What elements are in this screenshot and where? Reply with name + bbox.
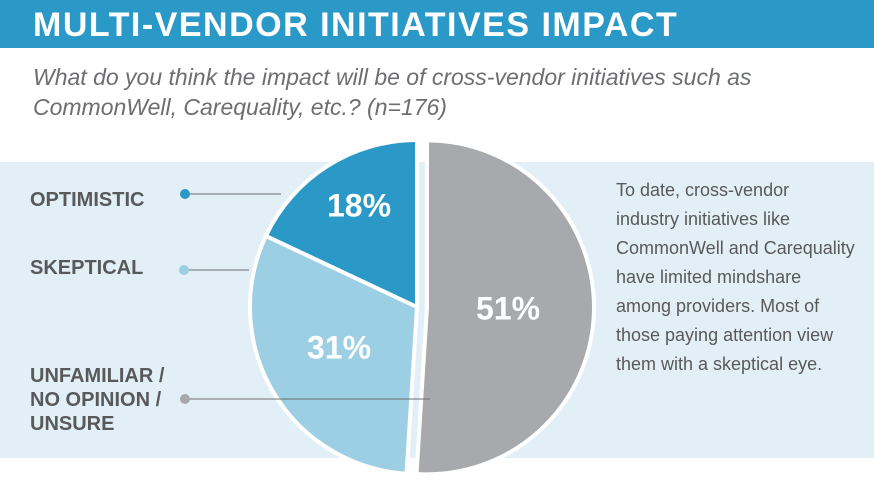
- side-note: To date, cross-vendor industry initiativ…: [616, 180, 855, 374]
- legend-label-unfamiliar-line-1: UNFAMILIAR /: [30, 365, 165, 387]
- pie-label-optimistic: 18%: [327, 187, 391, 223]
- legend-label-unfamiliar-line-3: UNSURE: [30, 413, 115, 435]
- pie-label-unfamiliar-no-opinion-unsure: 51%: [476, 290, 540, 326]
- legend-label-unfamiliar-line-2: NO OPINION /: [30, 389, 162, 411]
- pie-slice-skeptical: [248, 233, 420, 476]
- title-bar: MULTI-VENDOR INITIATIVES IMPACT: [0, 0, 874, 48]
- legend-label-skeptical: SKEPTICAL: [30, 257, 144, 279]
- chart-title: MULTI-VENDOR INITIATIVES IMPACT: [33, 6, 679, 44]
- pie-label-skeptical: 31%: [307, 329, 371, 365]
- legend-label-optimistic: OPTIMISTIC: [30, 189, 145, 211]
- connector-dot-optimistic: [180, 189, 190, 199]
- chart-subtitle: What do you think the impact will be of …: [33, 64, 752, 120]
- connector-dot-unfamiliar: [180, 394, 190, 404]
- pie-slice-optimistic: [263, 137, 419, 311]
- connector-dot-skeptical: [179, 265, 189, 275]
- legend-label-unfamiliar: UNFAMILIAR / NO OPINION / UNSURE: [30, 364, 164, 436]
- pie-slice-unfamiliar-no-opinion-unsure: [414, 138, 596, 477]
